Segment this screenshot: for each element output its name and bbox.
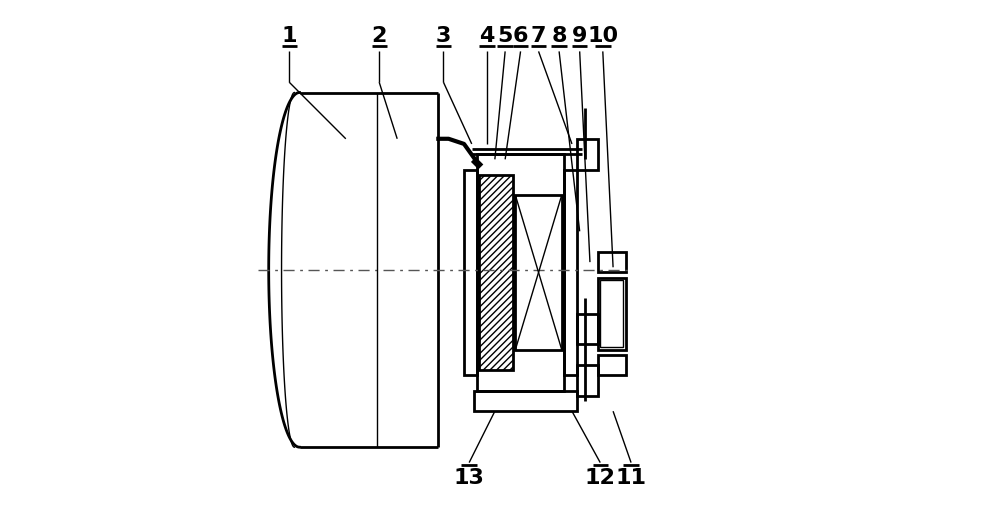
Text: 7: 7 (531, 26, 546, 46)
Bar (598, 355, 626, 375)
Bar (515, 195, 562, 350)
Bar (577, 365, 598, 396)
Bar (474, 391, 577, 411)
Text: 9: 9 (572, 26, 587, 46)
Text: 1: 1 (282, 26, 297, 46)
Text: 13: 13 (454, 468, 485, 488)
Bar (598, 252, 626, 272)
Text: 10: 10 (587, 26, 618, 46)
Text: 6: 6 (513, 26, 528, 46)
Bar (577, 314, 598, 344)
Bar (564, 170, 577, 375)
Bar (477, 154, 564, 391)
Text: 3: 3 (436, 26, 451, 46)
Text: 5: 5 (497, 26, 513, 46)
Bar (600, 280, 623, 347)
Text: 4: 4 (479, 26, 495, 46)
Text: 11: 11 (616, 468, 647, 488)
Bar (577, 139, 598, 170)
Text: 2: 2 (372, 26, 387, 46)
Bar (479, 175, 513, 370)
Text: 8: 8 (551, 26, 567, 46)
Text: 12: 12 (585, 468, 616, 488)
Bar (464, 170, 477, 375)
Bar (598, 278, 626, 350)
